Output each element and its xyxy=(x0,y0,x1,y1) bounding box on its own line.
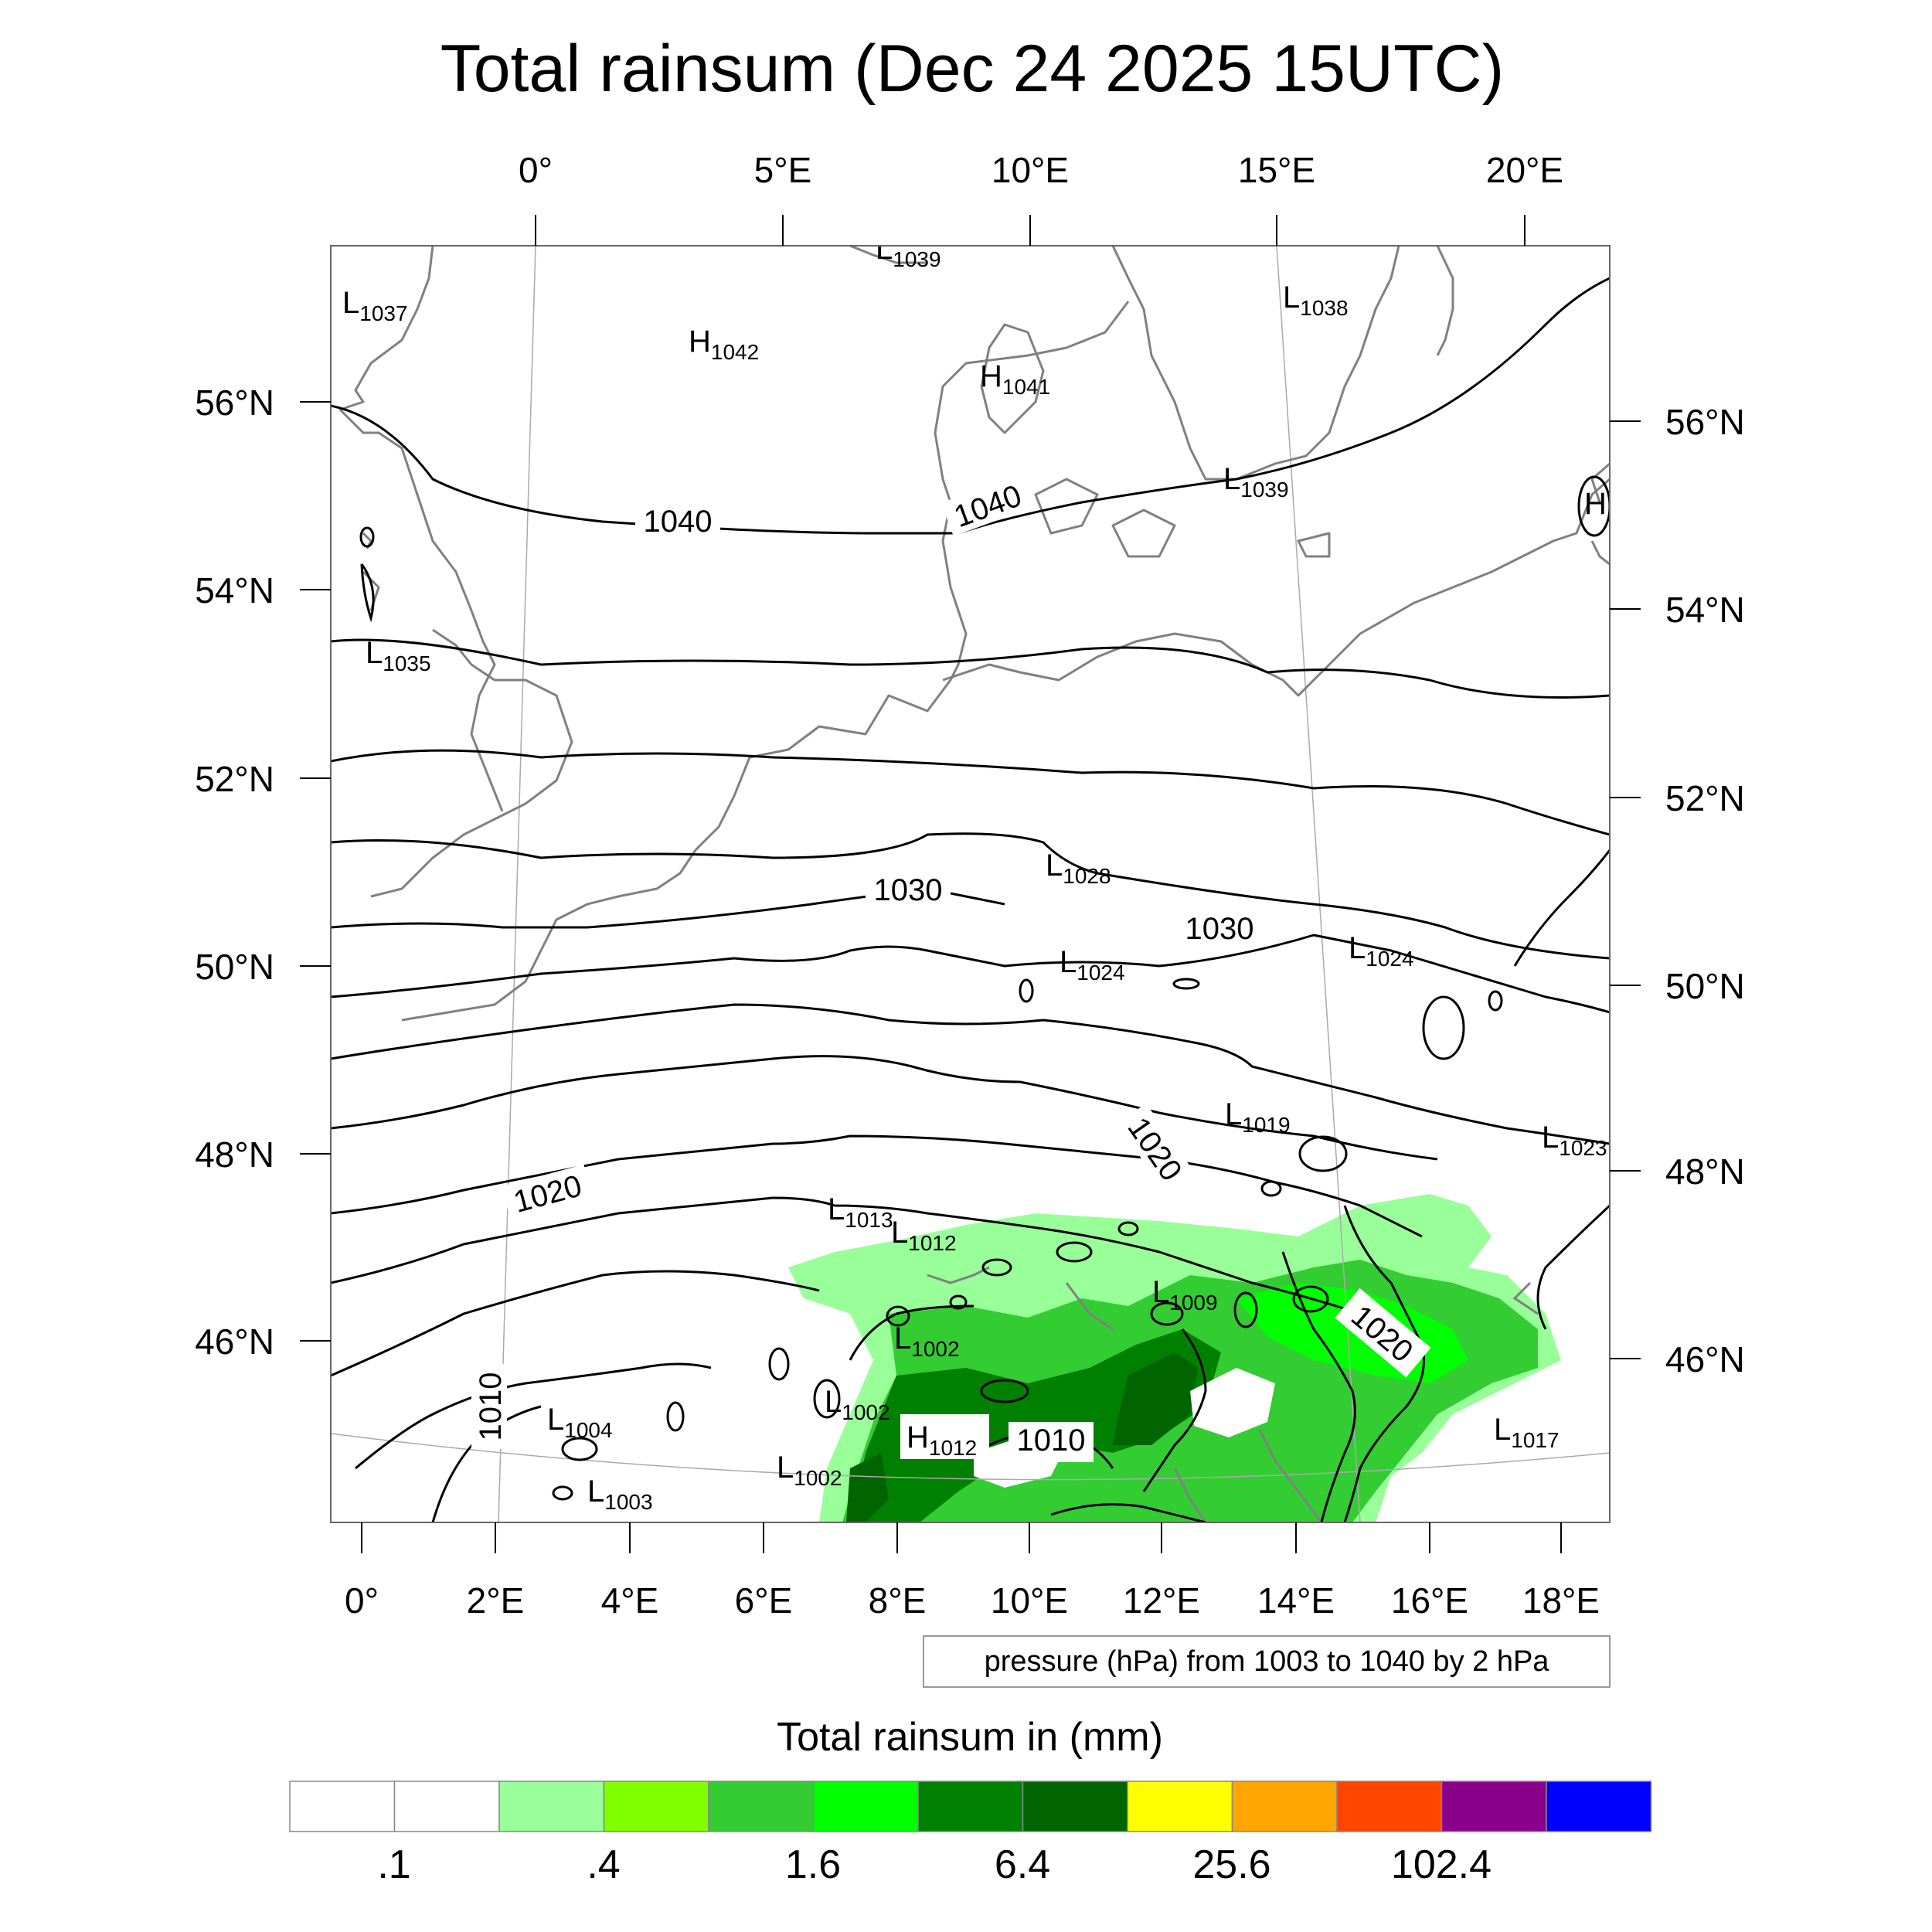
colorbar-swatch xyxy=(289,1781,396,1832)
colorbar-swatch xyxy=(1022,1781,1128,1832)
top-lon-label: 15°E xyxy=(1238,150,1315,190)
pressure-center: L1019 xyxy=(1225,1097,1291,1137)
pressure-center: L1028 xyxy=(1046,849,1111,888)
colorbar-swatch xyxy=(498,1781,605,1832)
pressure-center: L1035 xyxy=(366,636,431,675)
edge-high-marker: H xyxy=(1584,487,1607,521)
left-axis xyxy=(300,401,331,1342)
colorbar-label: .4 xyxy=(587,1842,620,1887)
pressure-center: L1024 xyxy=(1349,931,1414,971)
left-lat-label: 56°N xyxy=(195,383,274,423)
top-lon-label: 0° xyxy=(519,150,553,190)
colorbar-labels: .1 .4 1.6 6.4 25.6 102.4 xyxy=(377,1842,1492,1887)
colorbar-label: 1.6 xyxy=(785,1842,841,1887)
colorbar-swatch xyxy=(1231,1781,1338,1832)
contour-info-text: pressure (hPa) from 1003 to 1040 by 2 hP… xyxy=(985,1645,1550,1678)
pressure-center: L1037 xyxy=(342,286,408,325)
rain-gap xyxy=(1190,1368,1275,1437)
right-axis xyxy=(1610,420,1641,1359)
bottom-axis xyxy=(361,1522,1562,1553)
colorbar-swatch xyxy=(708,1781,815,1832)
colorbar-label: .1 xyxy=(377,1842,410,1887)
bottom-lon-label: 4°E xyxy=(601,1580,659,1621)
bottom-lon-label: 2°E xyxy=(467,1580,525,1621)
colorbar-swatch xyxy=(1440,1781,1547,1832)
bottom-axis-labels: 0° 2°E 4°E 6°E 8°E 10°E 12°E 14°E 16°E 1… xyxy=(345,1580,1600,1621)
contour-label: 1010 xyxy=(474,1372,508,1441)
pressure-center: L1002 xyxy=(894,1321,960,1361)
alpine-lakes xyxy=(927,1266,1539,1522)
pressure-center: L1003 xyxy=(587,1475,653,1514)
map-title: Total rainsum (Dec 24 2025 15UTC) xyxy=(440,32,1505,106)
colorbar-swatch xyxy=(1546,1781,1652,1832)
colorbar-label: 102.4 xyxy=(1391,1842,1492,1887)
top-lon-label: 5°E xyxy=(754,150,812,190)
coastlines xyxy=(338,246,1610,1022)
contour-label: 1040 xyxy=(644,505,713,539)
pressure-center: L1017 xyxy=(1494,1413,1560,1452)
contour-label: 1010 xyxy=(1017,1423,1086,1458)
pressure-center: H1042 xyxy=(689,325,759,364)
right-axis-labels: 56°N 54°N 52°N 50°N 48°N 46°N xyxy=(1665,402,1745,1379)
bottom-lon-label: 14°E xyxy=(1257,1580,1335,1621)
right-lat-label: 46°N xyxy=(1665,1339,1745,1379)
pressure-center: L1002 xyxy=(777,1451,842,1490)
bottom-lon-label: 12°E xyxy=(1123,1580,1200,1621)
pressure-center: L1012 xyxy=(891,1216,957,1255)
pressure-center: H1012 xyxy=(906,1420,977,1460)
right-lat-label: 54°N xyxy=(1665,590,1745,630)
pressure-center: L1013 xyxy=(828,1192,893,1232)
top-lon-label: 20°E xyxy=(1486,150,1563,190)
rain-area-darkest xyxy=(1113,1352,1198,1445)
pressure-center: L1024 xyxy=(1060,945,1125,985)
colorbar-swatch xyxy=(393,1781,500,1832)
pressure-center: L1039 xyxy=(1223,462,1289,502)
isobars xyxy=(331,277,1610,1522)
left-lat-label: 50°N xyxy=(195,947,274,987)
bottom-lon-label: 16°E xyxy=(1391,1580,1468,1621)
left-lat-label: 46°N xyxy=(195,1321,274,1362)
contour-info-box xyxy=(923,1635,1611,1688)
isobar-closed-lows xyxy=(359,475,1610,1501)
pressure-center: L1009 xyxy=(1152,1275,1218,1315)
right-lat-label: 48°N xyxy=(1665,1151,1745,1192)
right-lat-label: 52°N xyxy=(1665,778,1745,818)
pressure-center: L1038 xyxy=(1283,281,1349,320)
top-lon-label: 10°E xyxy=(992,150,1069,190)
colorbar-label: 6.4 xyxy=(995,1842,1050,1887)
left-lat-label: 52°N xyxy=(195,759,274,799)
pressure-center: L1039 xyxy=(876,232,941,271)
right-lat-label: 50°N xyxy=(1665,966,1745,1006)
bottom-lon-label: 18°E xyxy=(1522,1580,1600,1621)
pressure-center: L1004 xyxy=(547,1403,613,1442)
colorbar-swatch xyxy=(812,1781,919,1832)
bottom-lon-label: 6°E xyxy=(735,1580,793,1621)
colorbar-swatch xyxy=(603,1781,709,1832)
colorbar-swatch xyxy=(917,1781,1024,1832)
bottom-lon-label: 10°E xyxy=(991,1580,1068,1621)
bottom-lon-label: 8°E xyxy=(869,1580,927,1621)
pressure-centers: L1039 L1037 H1042 H1041 L1038 L1039 L103… xyxy=(342,232,1607,1514)
pressure-center: L1023 xyxy=(1542,1121,1607,1160)
left-lat-label: 54°N xyxy=(195,570,274,611)
left-lat-label: 48°N xyxy=(195,1134,274,1175)
colorbar-title: Total rainsum in (mm) xyxy=(777,1715,1163,1760)
right-lat-label: 56°N xyxy=(1665,402,1745,442)
contour-label: 1030 xyxy=(1185,912,1254,946)
bottom-lon-label: 0° xyxy=(345,1580,379,1621)
colorbar-label: 25.6 xyxy=(1192,1842,1270,1887)
top-axis-labels: 0° 5°E 10°E 15°E 20°E xyxy=(519,150,1563,190)
map-frame xyxy=(330,245,1611,1523)
left-axis-labels: 56°N 54°N 52°N 50°N 48°N 46°N xyxy=(195,383,274,1362)
pressure-center: L1002 xyxy=(825,1385,890,1424)
rain-area-darkest-2 xyxy=(846,1453,889,1522)
map-area: L1039 L1037 H1042 H1041 L1038 L1039 L103… xyxy=(331,232,1610,1522)
contour-label: 1030 xyxy=(874,873,943,907)
pressure-center: H1041 xyxy=(980,359,1050,399)
colorbar xyxy=(289,1781,1652,1832)
top-axis xyxy=(535,215,1526,246)
colorbar-swatch xyxy=(1127,1781,1233,1832)
colorbar-swatch xyxy=(1336,1781,1443,1832)
